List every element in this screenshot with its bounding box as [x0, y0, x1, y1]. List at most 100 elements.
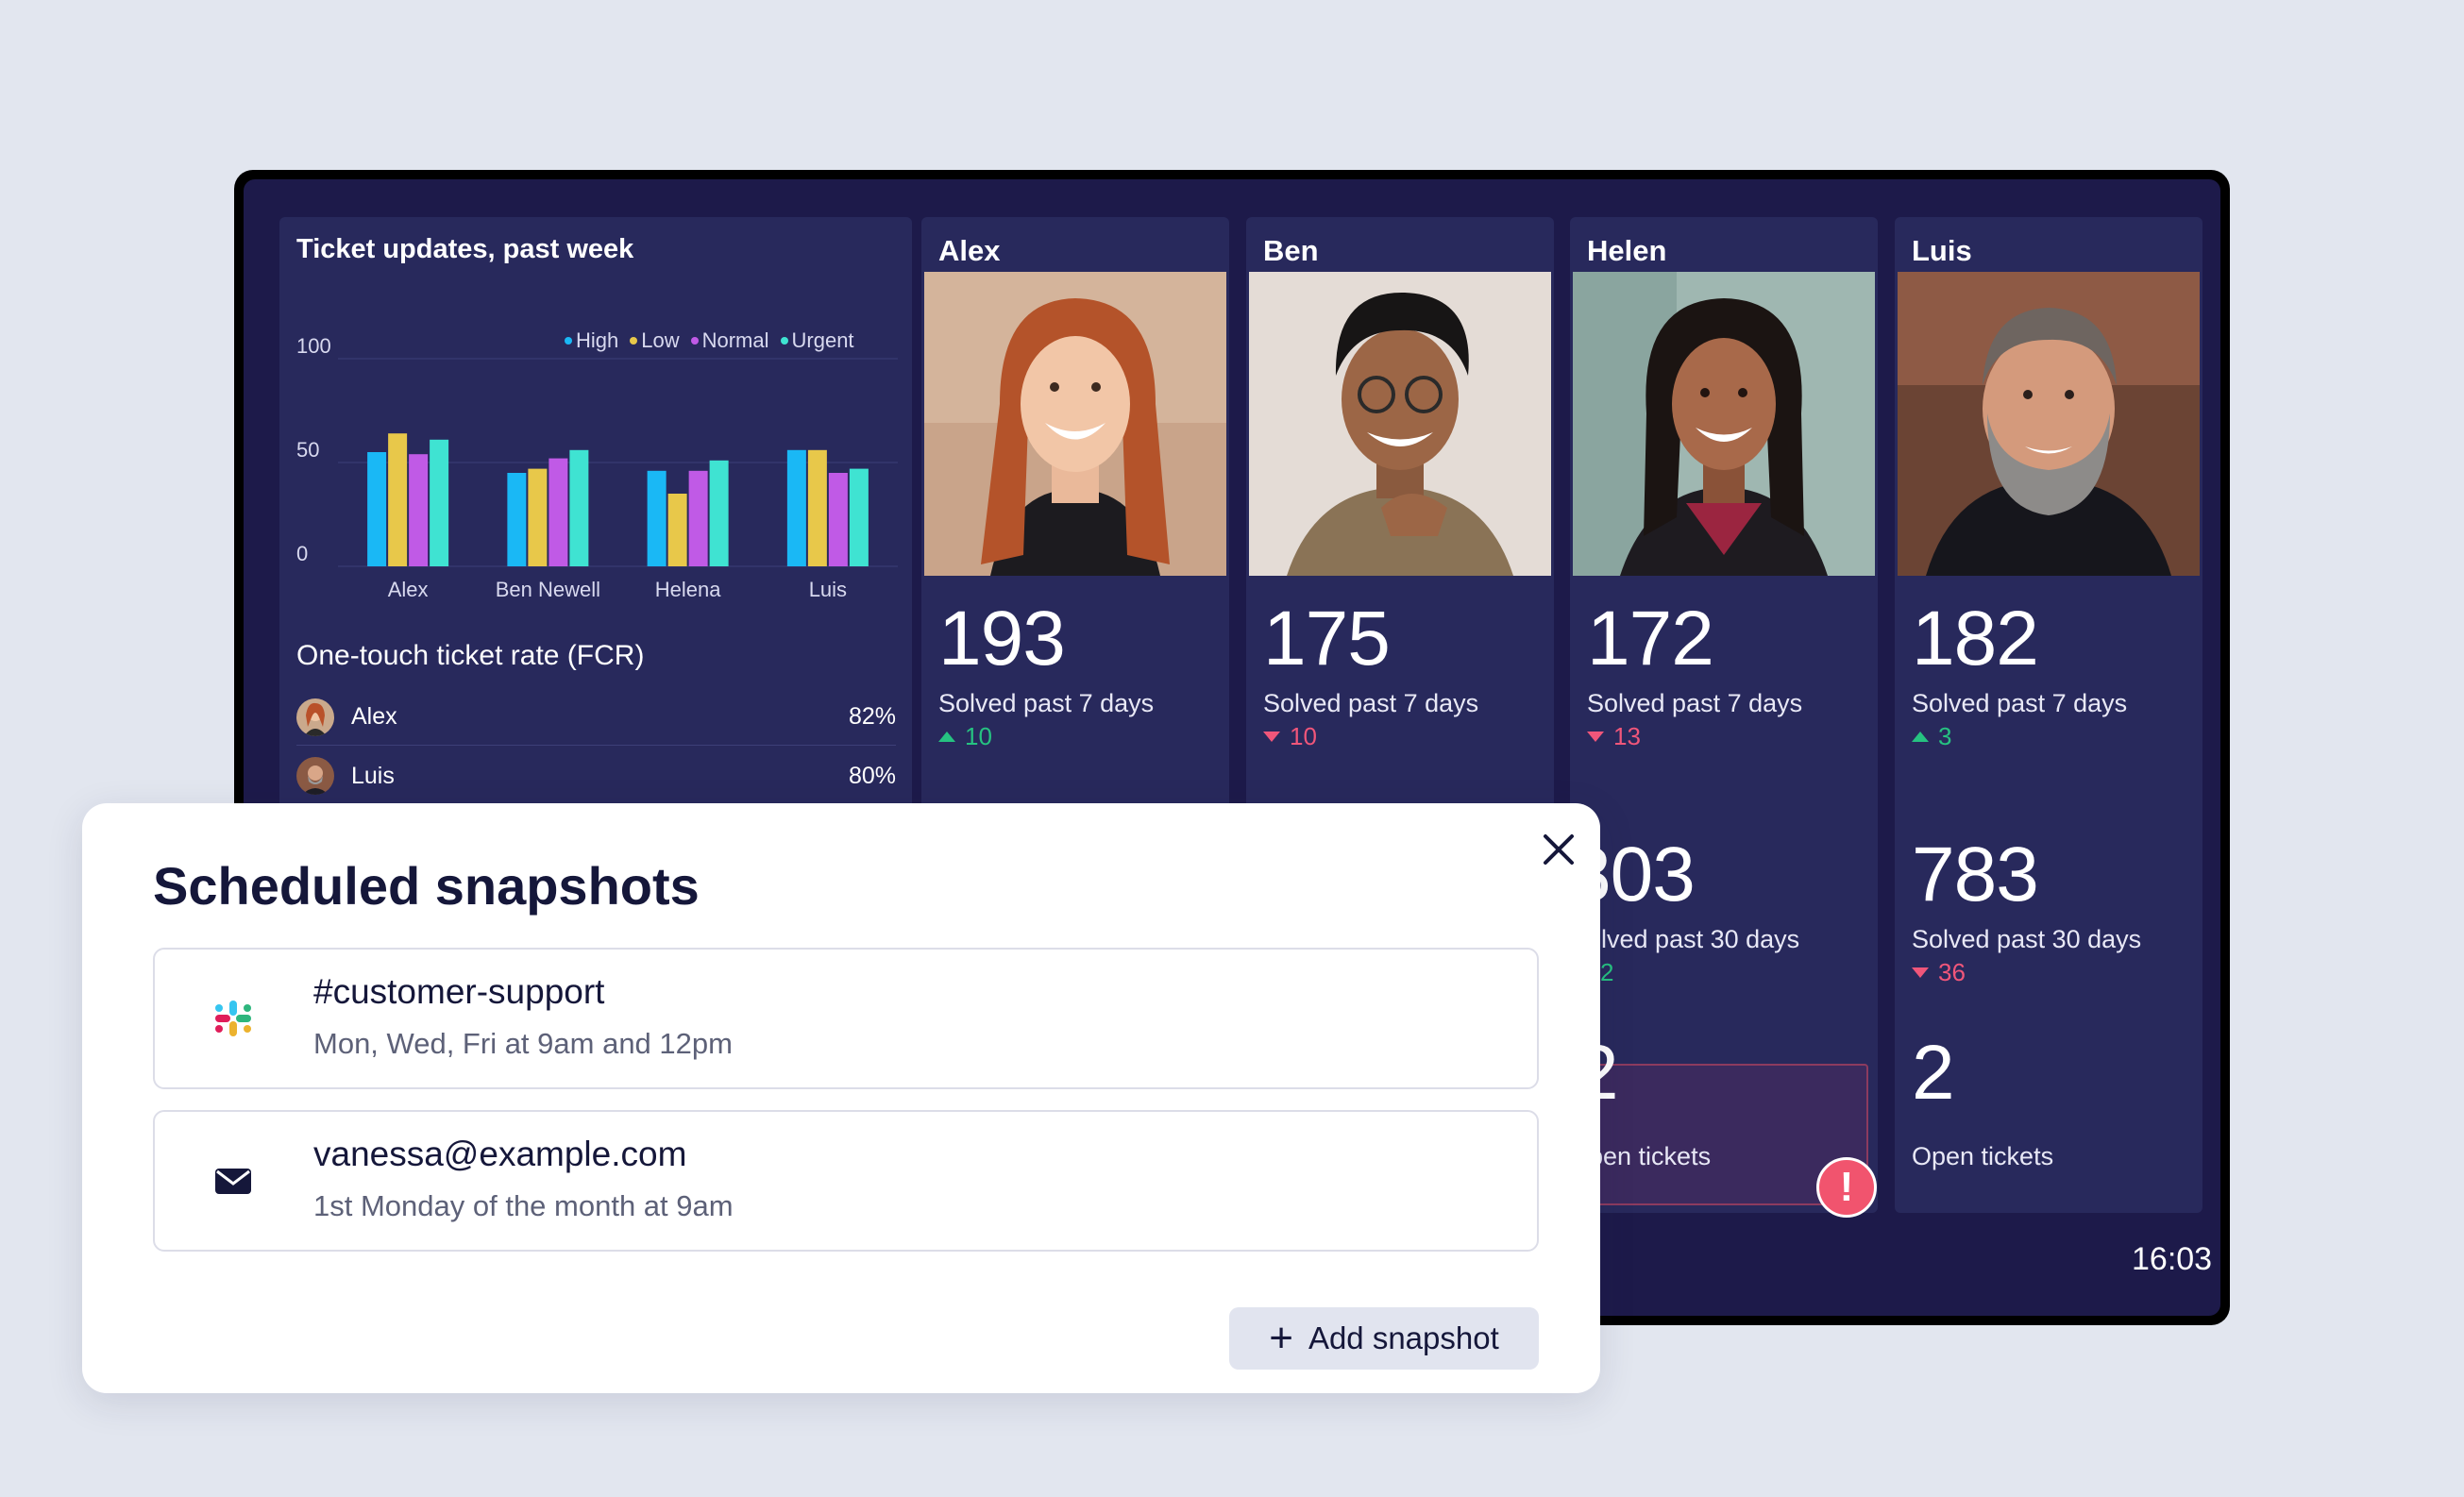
y-tick-label: 0 — [296, 542, 308, 565]
legend-label: Low — [641, 328, 680, 352]
solved-7-days-delta: 10 — [938, 722, 992, 751]
slack-icon — [215, 1001, 251, 1036]
y-tick-label: 100 — [296, 334, 331, 358]
solved-7-days-value: 175 — [1263, 596, 1391, 681]
legend-item-urgent: Urgent — [780, 328, 854, 353]
agent-photo — [1249, 272, 1551, 576]
legend-dot-icon — [690, 337, 699, 345]
trend-up-icon — [938, 732, 955, 742]
solved-7-days-value: 193 — [938, 596, 1066, 681]
bar-urgent — [849, 468, 869, 566]
solved-7-days-label: Solved past 7 days — [1263, 689, 1479, 717]
agent-name: Ben — [1263, 234, 1319, 267]
legend-item-high: High — [565, 328, 618, 353]
x-tick-label: Helena — [655, 578, 721, 601]
avatar — [296, 757, 334, 795]
bar-high — [367, 452, 387, 566]
bar-high — [647, 470, 667, 566]
x-tick-label: Ben Newell — [496, 578, 600, 601]
delta-value: 10 — [965, 722, 992, 750]
agent-card-helen: Helen 172 Solved past 7 days 13 — [1570, 217, 1878, 1213]
trend-up-icon — [1912, 732, 1929, 742]
delta-value: 13 — [1613, 722, 1641, 750]
trend-down-icon — [1912, 967, 1929, 978]
solved-7-days-label: Solved past 7 days — [1912, 689, 2128, 717]
open-tickets-value: 2 — [1912, 1030, 1955, 1116]
snapshot-item[interactable]: vanessa@example.com 1st Monday of the mo… — [153, 1110, 1539, 1252]
bar-urgent — [569, 449, 589, 566]
delta-value: 10 — [1290, 722, 1317, 750]
bar-normal — [409, 454, 429, 566]
x-tick-label: Luis — [809, 578, 847, 601]
legend-dot-icon — [780, 337, 788, 345]
fcr-percent: 80% — [848, 762, 896, 789]
envelope-icon — [215, 1169, 251, 1194]
alert-icon[interactable]: ! — [1816, 1157, 1877, 1218]
bar-high — [786, 449, 806, 566]
agent-card-luis: Luis 182 Solved past 7 days 3 7 — [1895, 217, 2202, 1213]
solved-30-days-delta: 36 — [1912, 958, 1966, 987]
snapshot-item[interactable]: #customer-support Mon, Wed, Fri at 9am a… — [153, 948, 1539, 1089]
bar-urgent — [709, 460, 729, 566]
fcr-percent: 82% — [848, 703, 896, 730]
bar-low — [528, 468, 548, 566]
fcr-agent-name: Luis — [351, 762, 395, 789]
close-icon[interactable] — [1536, 827, 1581, 872]
legend-item-low: Low — [630, 328, 680, 353]
legend-dot-icon — [630, 337, 638, 345]
legend-label: Normal — [701, 328, 769, 352]
bar-low — [667, 494, 687, 566]
plus-icon: + — [1269, 1315, 1293, 1361]
bar-high — [507, 473, 527, 566]
clock: 16:03 — [2132, 1241, 2213, 1277]
agent-photo — [1573, 272, 1875, 576]
dialog-title: Scheduled snapshots — [153, 856, 700, 916]
chart-title: Ticket updates, past week — [296, 234, 634, 264]
delta-value: 3 — [1938, 722, 1952, 750]
add-snapshot-label: Add snapshot — [1308, 1320, 1499, 1355]
solved-7-days-delta: 10 — [1263, 722, 1317, 751]
bar-low — [388, 433, 408, 566]
fcr-title: One-touch ticket rate (FCR) — [296, 640, 645, 671]
delta-value: 36 — [1938, 958, 1966, 986]
solved-7-days-delta: 3 — [1912, 722, 1951, 751]
legend-label: Urgent — [791, 328, 854, 352]
x-tick-label: Alex — [388, 578, 429, 601]
bar-normal — [688, 470, 708, 566]
delta-value: 2 — [1600, 958, 1614, 986]
agent-photo — [924, 272, 1226, 576]
agent-name: Helen — [1587, 234, 1667, 267]
snapshot-destination: #customer-support — [313, 972, 605, 1011]
chart-legend: High Low Normal Urgent — [565, 328, 854, 353]
legend-item-normal: Normal — [690, 328, 769, 353]
solved-7-days-delta: 13 — [1587, 722, 1641, 751]
scheduled-snapshots-dialog: Scheduled snapshots #customer-support Mo… — [82, 803, 1600, 1393]
fcr-row: Alex 82% — [296, 689, 896, 746]
snapshot-destination: vanessa@example.com — [313, 1135, 687, 1173]
bar-low — [807, 449, 827, 566]
agent-photo — [1898, 272, 2200, 576]
snapshot-schedule: Mon, Wed, Fri at 9am and 12pm — [313, 1027, 733, 1060]
fcr-row: Luis 80% — [296, 748, 896, 804]
y-tick-label: 50 — [296, 438, 319, 462]
solved-30-days-delta: 2 — [1600, 958, 1613, 987]
bar-chart: 100 50 0 Alex Ben Newell Helena Luis — [296, 334, 898, 601]
solved-7-days-label: Solved past 7 days — [938, 689, 1155, 717]
fcr-agent-name: Alex — [351, 703, 397, 730]
trend-down-icon — [1263, 732, 1280, 742]
legend-label: High — [576, 328, 619, 352]
add-snapshot-button[interactable]: + Add snapshot — [1229, 1307, 1539, 1370]
dashboard-display: Ticket updates, past week High Low Norma… — [234, 170, 2230, 1325]
ticket-updates-panel: Ticket updates, past week High Low Norma… — [279, 217, 912, 812]
solved-7-days-label: Solved past 7 days — [1587, 689, 1803, 717]
solved-30-days-value: 783 — [1912, 832, 2039, 917]
solved-7-days-value: 172 — [1587, 596, 1714, 681]
agent-name: Luis — [1912, 234, 1972, 267]
agent-name: Alex — [938, 234, 1001, 267]
avatar — [296, 698, 334, 736]
open-tickets-label: pen tickets — [1589, 1142, 1712, 1170]
bar-normal — [548, 458, 568, 566]
bar-urgent — [430, 439, 449, 566]
bar-normal — [828, 473, 848, 566]
solved-30-days-label: olved past 30 days — [1587, 925, 1800, 953]
